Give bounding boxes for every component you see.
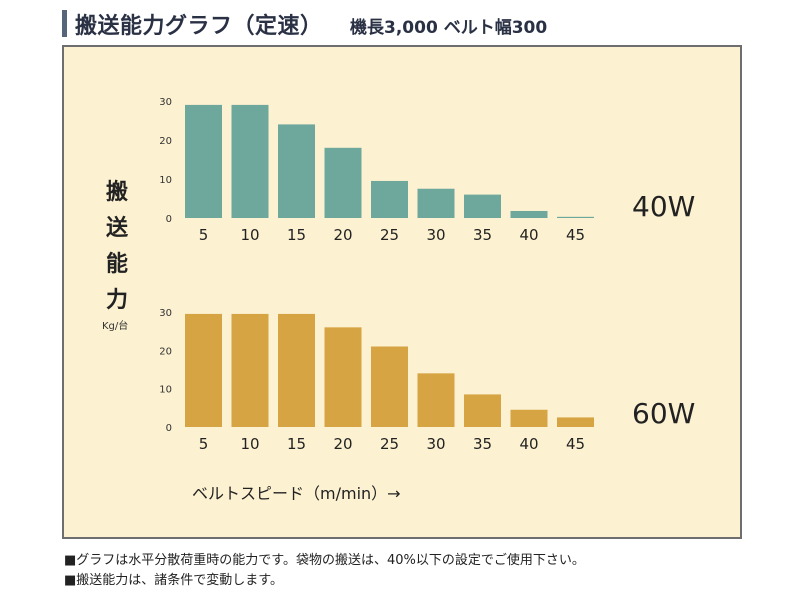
series-label-40w: 40W <box>632 190 696 223</box>
bar-40w-30 <box>417 188 455 218</box>
bar-60w-20 <box>324 327 362 427</box>
x-tick-label-40w-4: 25 <box>380 226 399 244</box>
ylabel-char-3: 能 <box>106 252 129 277</box>
bar-40w-45 <box>557 216 594 218</box>
chart-panel <box>62 45 742 539</box>
y-tick-label-60w-0: 0 <box>166 423 172 434</box>
bar-60w-25 <box>371 346 408 427</box>
x-tick-label-40w-0: 5 <box>199 226 209 244</box>
x-tick-label-40w-8: 45 <box>566 226 585 244</box>
ylabel-char-1: 搬 <box>106 180 129 205</box>
bar-40w-5 <box>185 104 222 218</box>
y-tick-label-60w-3: 30 <box>159 308 172 319</box>
y-unit-label: Kg/台 <box>102 321 129 332</box>
bar-40w-10 <box>231 104 269 218</box>
bar-60w-35 <box>464 394 501 427</box>
y-tick-label-60w-2: 20 <box>159 346 172 357</box>
bar-40w-35 <box>464 194 501 218</box>
ylabel-char-4: 力 <box>106 288 129 313</box>
x-tick-label-40w-2: 15 <box>287 226 306 244</box>
x-tick-label-60w-3: 20 <box>333 435 352 453</box>
x-axis-title: ベルトスピード（m/min）→ <box>192 484 401 503</box>
x-tick-label-60w-0: 5 <box>199 435 209 453</box>
bar-60w-40 <box>510 409 548 427</box>
x-tick-label-60w-1: 10 <box>240 435 259 453</box>
x-tick-label-40w-7: 40 <box>519 226 538 244</box>
x-tick-label-60w-7: 40 <box>519 435 538 453</box>
series-label-60w: 60W <box>632 397 696 430</box>
x-tick-label-60w-4: 25 <box>380 435 399 453</box>
bar-60w-45 <box>557 417 594 427</box>
bar-60w-15 <box>278 313 315 427</box>
bar-60w-5 <box>185 313 222 427</box>
bar-60w-10 <box>231 313 269 427</box>
x-tick-label-60w-8: 45 <box>566 435 585 453</box>
x-tick-label-40w-6: 35 <box>473 226 492 244</box>
x-tick-label-40w-5: 30 <box>426 226 445 244</box>
x-tick-label-60w-6: 35 <box>473 435 492 453</box>
bar-40w-20 <box>324 147 362 218</box>
y-tick-label-40w-3: 30 <box>159 97 172 108</box>
y-tick-label-40w-0: 0 <box>166 214 172 225</box>
bar-40w-40 <box>510 210 548 218</box>
y-tick-label-40w-2: 20 <box>159 136 172 147</box>
x-tick-label-40w-1: 10 <box>240 226 259 244</box>
x-tick-label-60w-2: 15 <box>287 435 306 453</box>
ylabel-char-2: 送 <box>106 216 129 241</box>
y-tick-label-40w-1: 10 <box>159 175 172 186</box>
bar-60w-30 <box>417 373 455 427</box>
bar-40w-25 <box>371 180 408 218</box>
x-tick-label-60w-5: 30 <box>426 435 445 453</box>
x-tick-label-40w-3: 20 <box>333 226 352 244</box>
title-accent-bar <box>62 10 67 37</box>
page-subtitle: 機長3,000 ベルト幅300 <box>350 18 548 38</box>
y-tick-label-60w-1: 10 <box>159 385 172 396</box>
note-1: ■グラフは水平分散荷重時の能力です。袋物の搬送は、40%以下の設定でご使用下さい… <box>64 553 585 568</box>
page-title: 搬送能力グラフ（定速） <box>75 14 323 39</box>
bar-40w-15 <box>278 124 315 218</box>
note-2: ■搬送能力は、諸条件で変動します。 <box>64 573 283 588</box>
